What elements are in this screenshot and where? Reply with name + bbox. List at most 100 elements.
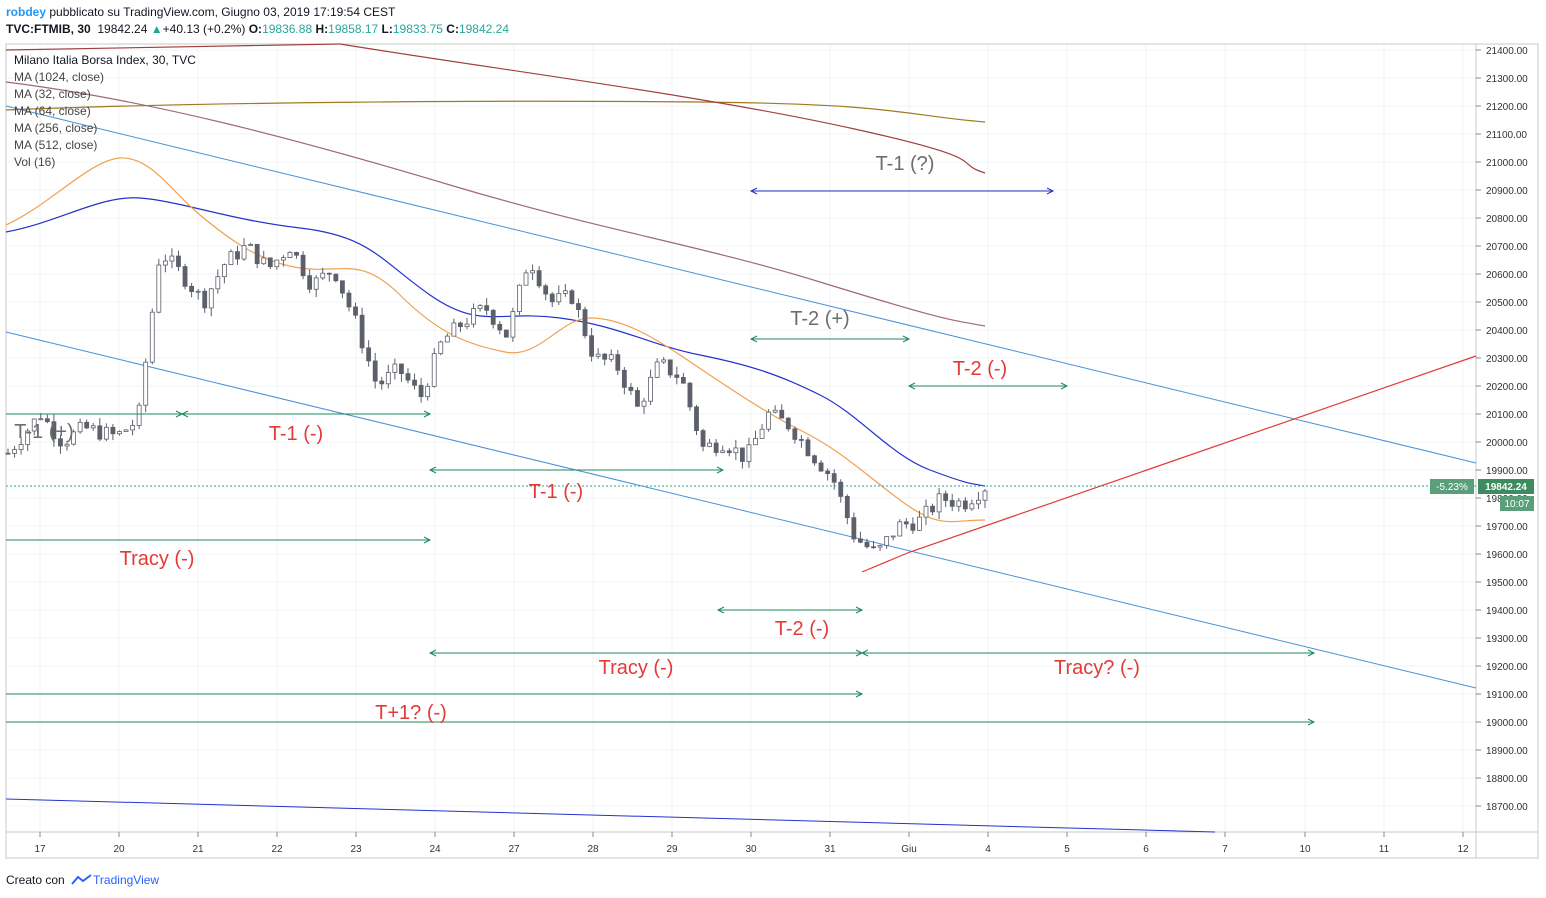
candle-body[interactable] [195, 290, 201, 293]
candle-body[interactable] [700, 430, 706, 447]
candle-body[interactable] [156, 264, 162, 313]
candle-body[interactable] [359, 314, 365, 349]
candle-body[interactable] [739, 447, 745, 462]
candle-body[interactable] [5, 452, 11, 455]
candle-body[interactable] [366, 347, 372, 362]
candle-body[interactable] [510, 311, 516, 338]
plot-area[interactable] [6, 44, 1476, 832]
candle-body[interactable] [372, 360, 378, 382]
candle-body[interactable] [320, 272, 326, 279]
candle-body[interactable] [136, 404, 142, 426]
candle-body[interactable] [221, 264, 227, 278]
range-arrows[interactable] [6, 187, 1316, 726]
candle-body[interactable] [51, 421, 57, 440]
candle-body[interactable] [385, 372, 391, 385]
candle-body[interactable] [149, 311, 155, 363]
candle-body[interactable] [884, 536, 890, 546]
candle-body[interactable] [805, 439, 811, 457]
candle-body[interactable] [274, 259, 280, 268]
candlesticks[interactable] [5, 238, 988, 551]
candle-body[interactable] [877, 545, 883, 548]
candle-body[interactable] [903, 521, 909, 525]
candle-body[interactable] [464, 323, 470, 328]
candle-body[interactable] [353, 306, 358, 316]
candle-body[interactable] [766, 411, 772, 430]
candle-body[interactable] [392, 363, 398, 373]
candle-body[interactable] [562, 290, 568, 294]
annotation-label[interactable]: T-2 (-) [953, 358, 1007, 380]
candle-body[interactable] [556, 293, 562, 303]
candle-body[interactable] [635, 390, 640, 407]
candle-body[interactable] [890, 535, 896, 538]
candle-body[interactable] [484, 305, 490, 311]
candle-body[interactable] [602, 353, 608, 360]
candle-body[interactable] [825, 470, 831, 475]
candle-body[interactable] [871, 546, 876, 549]
annotation-labels[interactable]: T-1 (?) T-2 (+) T-2 (-) T-1 (+) T-1 (-) T-1 (… [14, 153, 1140, 724]
candle-body[interactable] [667, 359, 673, 376]
candle-body[interactable] [202, 290, 208, 309]
candle-body[interactable] [982, 490, 988, 501]
candle-body[interactable] [976, 499, 981, 505]
annotation-label[interactable]: Tracy (-) [120, 548, 195, 570]
candle-body[interactable] [25, 430, 31, 445]
candle-body[interactable] [71, 431, 76, 445]
candle-body[interactable] [851, 517, 857, 540]
candle-body[interactable] [654, 361, 660, 378]
candle-body[interactable] [956, 500, 962, 507]
candle-body[interactable] [943, 493, 949, 501]
candle-body[interactable] [962, 500, 968, 510]
annotation-label[interactable]: T-1 (+) [14, 421, 73, 443]
candle-body[interactable] [497, 323, 503, 331]
candle-body[interactable] [176, 255, 181, 267]
indicator-legend[interactable]: Milano Italia Borsa Index, 30, TVC MA (1… [14, 52, 196, 171]
candle-body[interactable] [241, 245, 247, 260]
candle-body[interactable] [674, 374, 680, 378]
candle-body[interactable] [648, 376, 653, 402]
candle-body[interactable] [477, 305, 483, 309]
candle-body[interactable] [326, 272, 332, 275]
candle-body[interactable] [930, 505, 935, 513]
legend-item[interactable]: Vol (16) [14, 155, 56, 169]
candle-body[interactable] [858, 538, 863, 543]
candle-body[interactable] [543, 285, 549, 295]
candle-body[interactable] [84, 421, 90, 429]
candle-body[interactable] [471, 308, 476, 325]
candle-body[interactable] [307, 275, 313, 290]
legend-item[interactable]: MA (1024, close) [14, 70, 105, 84]
candle-body[interactable] [910, 523, 916, 531]
candle-body[interactable] [418, 384, 424, 398]
legend-item[interactable]: MA (32, close) [14, 87, 91, 101]
price-axis[interactable]: 21400.00 21300.00 21200.00 21100.00 21000.00… [1476, 46, 1528, 813]
candle-body[interactable] [346, 292, 352, 308]
candle-body[interactable] [130, 425, 135, 431]
candle-body[interactable] [792, 428, 798, 440]
candle-body[interactable] [215, 276, 221, 290]
annotation-label[interactable]: T-1 (-) [269, 423, 323, 445]
candle-body[interactable] [621, 369, 627, 388]
candle-body[interactable] [831, 473, 837, 483]
candle-body[interactable] [785, 417, 791, 430]
candle-body[interactable] [425, 385, 431, 398]
tradingview-brand[interactable]: TradingView [93, 873, 160, 887]
candle-body[interactable] [458, 322, 463, 328]
candle-body[interactable] [628, 386, 634, 391]
candle-body[interactable] [949, 500, 955, 507]
candle-body[interactable] [733, 447, 739, 454]
candle-body[interactable] [490, 309, 496, 325]
candle-body[interactable] [917, 516, 922, 531]
candle-body[interactable] [759, 428, 765, 439]
candle-body[interactable] [923, 505, 929, 518]
candle-body[interactable] [182, 266, 188, 287]
candle-body[interactable] [576, 303, 581, 310]
candle-body[interactable] [772, 409, 778, 413]
candle-body[interactable] [641, 400, 647, 407]
candle-body[interactable] [90, 425, 96, 429]
candle-body[interactable] [143, 361, 149, 406]
candle-body[interactable] [844, 496, 850, 519]
candle-body[interactable] [812, 455, 817, 464]
candle-body[interactable] [799, 439, 804, 441]
candle-body[interactable] [523, 272, 529, 286]
candle-body[interactable] [12, 449, 17, 454]
candle-body[interactable] [536, 270, 542, 287]
